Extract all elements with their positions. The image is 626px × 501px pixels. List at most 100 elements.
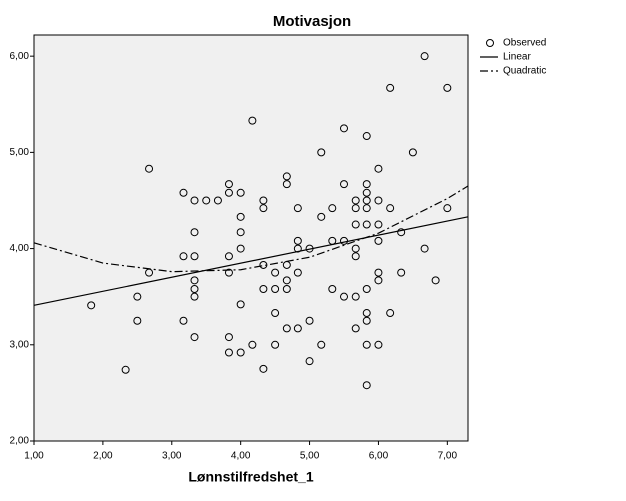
point	[282, 276, 291, 285]
point	[271, 309, 280, 318]
x-tick-label: 7,00	[438, 451, 458, 462]
point	[362, 204, 371, 213]
point	[351, 204, 360, 213]
legend-marker	[486, 39, 494, 47]
point	[133, 292, 142, 301]
x-tick-label: 6,00	[369, 451, 389, 462]
point	[374, 220, 383, 229]
point	[362, 284, 371, 293]
point	[362, 180, 371, 189]
point	[293, 204, 302, 213]
point	[248, 340, 257, 349]
point	[362, 132, 371, 141]
point	[179, 252, 188, 261]
point	[431, 276, 440, 285]
point	[202, 196, 211, 205]
point	[305, 316, 314, 325]
legend-label: Linear	[503, 52, 531, 63]
point	[374, 268, 383, 277]
point	[248, 116, 257, 125]
point	[224, 252, 233, 261]
point	[190, 292, 199, 301]
point	[190, 333, 199, 342]
point	[386, 309, 395, 318]
point	[133, 316, 142, 325]
legend-label: Observed	[503, 38, 546, 49]
point	[282, 324, 291, 333]
point	[351, 220, 360, 229]
y-tick-label: 2,00	[10, 436, 30, 447]
point	[374, 340, 383, 349]
x-tick-label: 3,00	[162, 451, 182, 462]
point	[236, 348, 245, 357]
point	[282, 180, 291, 189]
fit-line	[33, 216, 469, 306]
point	[328, 204, 337, 213]
point	[374, 196, 383, 205]
point	[374, 164, 383, 173]
x-tick-label: 5,00	[300, 451, 320, 462]
point	[213, 196, 222, 205]
point	[351, 324, 360, 333]
point	[340, 292, 348, 301]
point	[224, 348, 233, 357]
point	[271, 340, 280, 349]
point	[282, 284, 291, 293]
y-tick-label: 6,00	[10, 51, 30, 62]
point	[190, 228, 199, 237]
point	[293, 236, 302, 245]
plot-area	[33, 34, 469, 442]
point	[386, 204, 395, 213]
point	[362, 316, 371, 325]
point	[190, 284, 199, 293]
x-axis-label: Lønnstilfredshet_1	[188, 469, 313, 485]
point	[351, 244, 360, 253]
point	[317, 212, 326, 221]
point	[397, 268, 406, 277]
point	[408, 148, 417, 157]
point	[340, 180, 348, 189]
point	[420, 52, 429, 61]
point	[443, 83, 452, 92]
point	[362, 381, 371, 390]
point	[397, 228, 406, 237]
point	[351, 252, 360, 261]
point	[236, 244, 245, 253]
point	[190, 196, 199, 205]
point	[190, 252, 199, 261]
y-tick-label: 5,00	[10, 147, 30, 158]
point	[259, 364, 268, 373]
y-tick-label: 4,00	[10, 243, 30, 254]
x-tick-label: 1,00	[24, 451, 44, 462]
point	[420, 244, 429, 253]
point	[271, 284, 280, 293]
point	[317, 148, 326, 157]
y-tick-label: 3,00	[10, 339, 30, 350]
point	[340, 124, 348, 133]
point	[190, 276, 199, 285]
point	[179, 316, 188, 325]
point	[351, 196, 360, 205]
x-tick-label: 4,00	[231, 451, 251, 462]
point	[362, 220, 371, 229]
point	[443, 204, 452, 213]
point	[305, 357, 314, 366]
point	[293, 324, 302, 333]
point	[224, 180, 233, 189]
point	[224, 268, 233, 277]
point	[328, 284, 337, 293]
point	[282, 172, 291, 181]
point	[236, 188, 245, 197]
legend-label: Quadratic	[503, 66, 546, 77]
fit-line	[33, 185, 469, 273]
point	[145, 164, 154, 173]
point	[374, 276, 383, 285]
point	[259, 284, 268, 293]
point	[224, 333, 233, 342]
point	[259, 196, 268, 205]
point	[293, 268, 302, 277]
point	[259, 204, 268, 213]
point	[236, 300, 245, 309]
